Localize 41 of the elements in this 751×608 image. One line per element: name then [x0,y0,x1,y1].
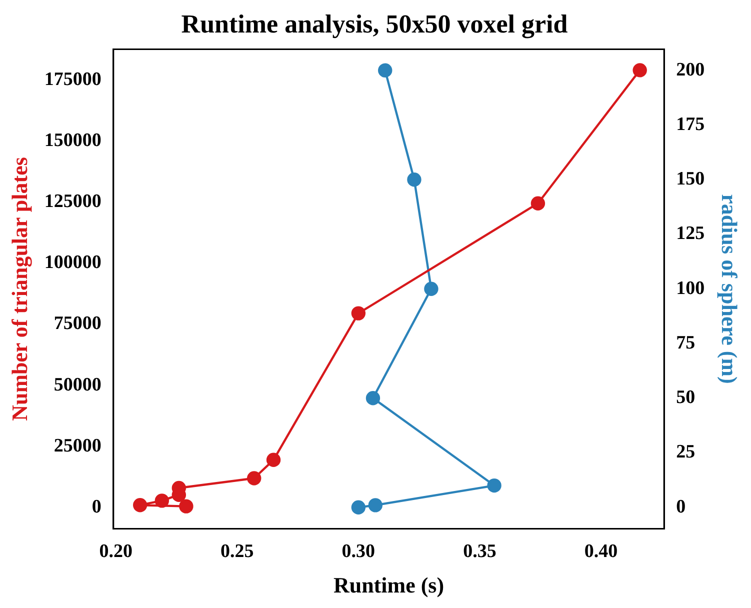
point [266,452,281,467]
x-tick-label: 0.30 [342,541,376,562]
point [366,391,380,406]
y2-tick-label: 75 [676,332,696,354]
y2-tick-label: 0 [676,496,686,518]
y-tick-label: 125000 [44,191,102,212]
point [378,63,392,78]
point [632,63,647,78]
x-tick-label: 0.25 [220,541,254,562]
y-tick-label: 175000 [44,68,102,90]
y-tick-label: 150000 [44,130,102,151]
point [179,499,194,514]
point [154,494,170,508]
x-axis-title: Runtime (s) [333,572,444,598]
point [530,196,546,210]
x-tick-label: 0.40 [584,541,618,562]
y-tick-label: 25000 [54,435,102,456]
point [487,478,502,493]
chart-title: Runtime analysis, 50x50 voxel grid [181,9,568,38]
point [407,172,422,187]
y2-tick-label: 25 [676,442,696,463]
y2-tick-label: 175 [676,114,705,135]
x-tick-label: 0.35 [463,541,496,562]
y-tick-label: 0 [92,496,102,518]
y-tick-label: 50000 [54,374,102,396]
y2-tick-label: 200 [676,59,705,80]
point [351,500,366,514]
x-tick-label: 0.20 [99,541,132,562]
y2-tick-label: 125 [676,223,705,244]
point [132,498,148,512]
y2-tick-label: 150 [676,168,705,190]
y-tick-label: 100000 [44,252,102,274]
point [351,306,366,320]
y2-tick-label: 100 [676,278,705,299]
point [368,498,383,512]
point [247,471,262,486]
y-tick-label: 75000 [54,313,102,334]
y-axis-title: Number of triangular plates [6,156,32,421]
y2-axis-title: radius of sphere (m) [717,194,742,384]
point [424,282,438,296]
y2-tick-label: 50 [676,387,696,408]
